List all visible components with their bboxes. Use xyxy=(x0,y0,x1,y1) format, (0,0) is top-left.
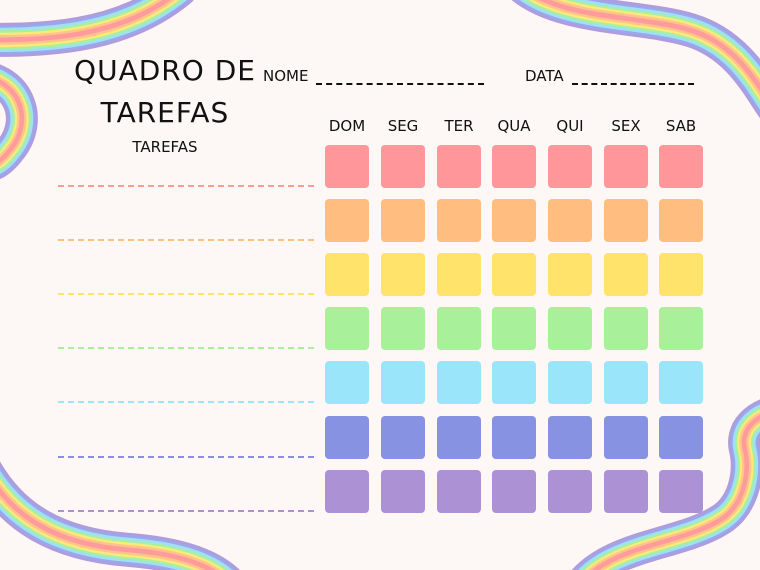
rainbow-top-left xyxy=(0,0,194,57)
chore-cell-r6-sab[interactable] xyxy=(659,416,703,459)
chore-cell-r2-sex[interactable] xyxy=(604,199,648,242)
title-line-2: TAREFAS xyxy=(100,96,230,129)
chore-cell-r1-ter[interactable] xyxy=(437,145,481,188)
chore-cell-r4-qui[interactable] xyxy=(548,307,592,350)
name-label: NOME xyxy=(263,67,309,85)
day-header-sex: SEX xyxy=(611,117,641,135)
tasks-column-heading: TAREFAS xyxy=(132,138,198,156)
title-line-1: QUADRO DE xyxy=(74,54,256,87)
day-header-dom: DOM xyxy=(328,117,366,135)
chore-cell-r2-qua[interactable] xyxy=(492,199,536,242)
day-header-ter: TER xyxy=(444,117,474,135)
chore-cell-r5-qua[interactable] xyxy=(492,361,536,404)
chore-cell-r3-seg[interactable] xyxy=(381,253,425,296)
task-line-7[interactable] xyxy=(58,510,314,512)
chore-cell-r5-seg[interactable] xyxy=(381,361,425,404)
task-line-3[interactable] xyxy=(58,293,314,295)
chore-cell-r6-seg[interactable] xyxy=(381,416,425,459)
chore-cell-r1-seg[interactable] xyxy=(381,145,425,188)
chore-cell-r4-seg[interactable] xyxy=(381,307,425,350)
day-header-seg: SEG xyxy=(387,117,419,135)
chore-cell-r7-qui[interactable] xyxy=(548,470,592,513)
chore-cell-r7-sab[interactable] xyxy=(659,470,703,513)
chore-cell-r1-sab[interactable] xyxy=(659,145,703,188)
chore-cell-r1-sex[interactable] xyxy=(604,145,648,188)
chore-cell-r2-sab[interactable] xyxy=(659,199,703,242)
chore-cell-r4-qua[interactable] xyxy=(492,307,536,350)
name-field[interactable]: NOME xyxy=(263,67,485,85)
chore-cell-r1-qua[interactable] xyxy=(492,145,536,188)
chore-cell-r7-seg[interactable] xyxy=(381,470,425,513)
page-title: QUADRO DE TAREFAS xyxy=(60,50,270,134)
task-line-5[interactable] xyxy=(58,401,314,403)
date-blank-line[interactable] xyxy=(571,75,694,85)
chore-cell-r6-qua[interactable] xyxy=(492,416,536,459)
chore-cell-r4-dom[interactable] xyxy=(325,307,369,350)
day-header-qui: QUI xyxy=(556,117,584,135)
chore-cell-r3-qua[interactable] xyxy=(492,253,536,296)
rainbow-bottom-left xyxy=(0,461,240,570)
rainbow-top-right xyxy=(511,0,760,119)
name-blank-line[interactable] xyxy=(316,75,485,85)
task-line-1[interactable] xyxy=(58,185,314,187)
chore-cell-r5-sex[interactable] xyxy=(604,361,648,404)
chore-cell-r7-ter[interactable] xyxy=(437,470,481,513)
chore-cell-r6-sex[interactable] xyxy=(604,416,648,459)
date-field[interactable]: DATA xyxy=(525,67,694,85)
chore-cell-r3-sab[interactable] xyxy=(659,253,703,296)
date-label: DATA xyxy=(525,67,564,85)
chore-cell-r4-sex[interactable] xyxy=(604,307,648,350)
chore-cell-r7-qua[interactable] xyxy=(492,470,536,513)
chore-cell-r3-qui[interactable] xyxy=(548,253,592,296)
chore-cell-r2-qui[interactable] xyxy=(548,199,592,242)
chore-cell-r3-ter[interactable] xyxy=(437,253,481,296)
chore-cell-r4-ter[interactable] xyxy=(437,307,481,350)
chore-cell-r6-ter[interactable] xyxy=(437,416,481,459)
chore-cell-r2-ter[interactable] xyxy=(437,199,481,242)
chore-cell-r3-dom[interactable] xyxy=(325,253,369,296)
chore-cell-r5-dom[interactable] xyxy=(325,361,369,404)
chore-cell-r4-sab[interactable] xyxy=(659,307,703,350)
day-header-qua: QUA xyxy=(497,117,531,135)
task-line-6[interactable] xyxy=(58,456,314,458)
chore-cell-r6-dom[interactable] xyxy=(325,416,369,459)
chore-cell-r1-qui[interactable] xyxy=(548,145,592,188)
chore-cell-r5-sab[interactable] xyxy=(659,361,703,404)
chore-cell-r2-dom[interactable] xyxy=(325,199,369,242)
rainbow-left-loop xyxy=(0,64,38,179)
day-header-sab: SAB xyxy=(665,117,697,135)
chore-cell-r1-dom[interactable] xyxy=(325,145,369,188)
chore-cell-r5-ter[interactable] xyxy=(437,361,481,404)
chore-cell-r5-qui[interactable] xyxy=(548,361,592,404)
chore-cell-r7-dom[interactable] xyxy=(325,470,369,513)
chore-cell-r6-qui[interactable] xyxy=(548,416,592,459)
task-line-4[interactable] xyxy=(58,347,314,349)
chore-cell-r7-sex[interactable] xyxy=(604,470,648,513)
rainbow-bottom-right xyxy=(571,399,760,570)
chore-cell-r3-sex[interactable] xyxy=(604,253,648,296)
chore-cell-r2-seg[interactable] xyxy=(381,199,425,242)
task-line-2[interactable] xyxy=(58,239,314,241)
